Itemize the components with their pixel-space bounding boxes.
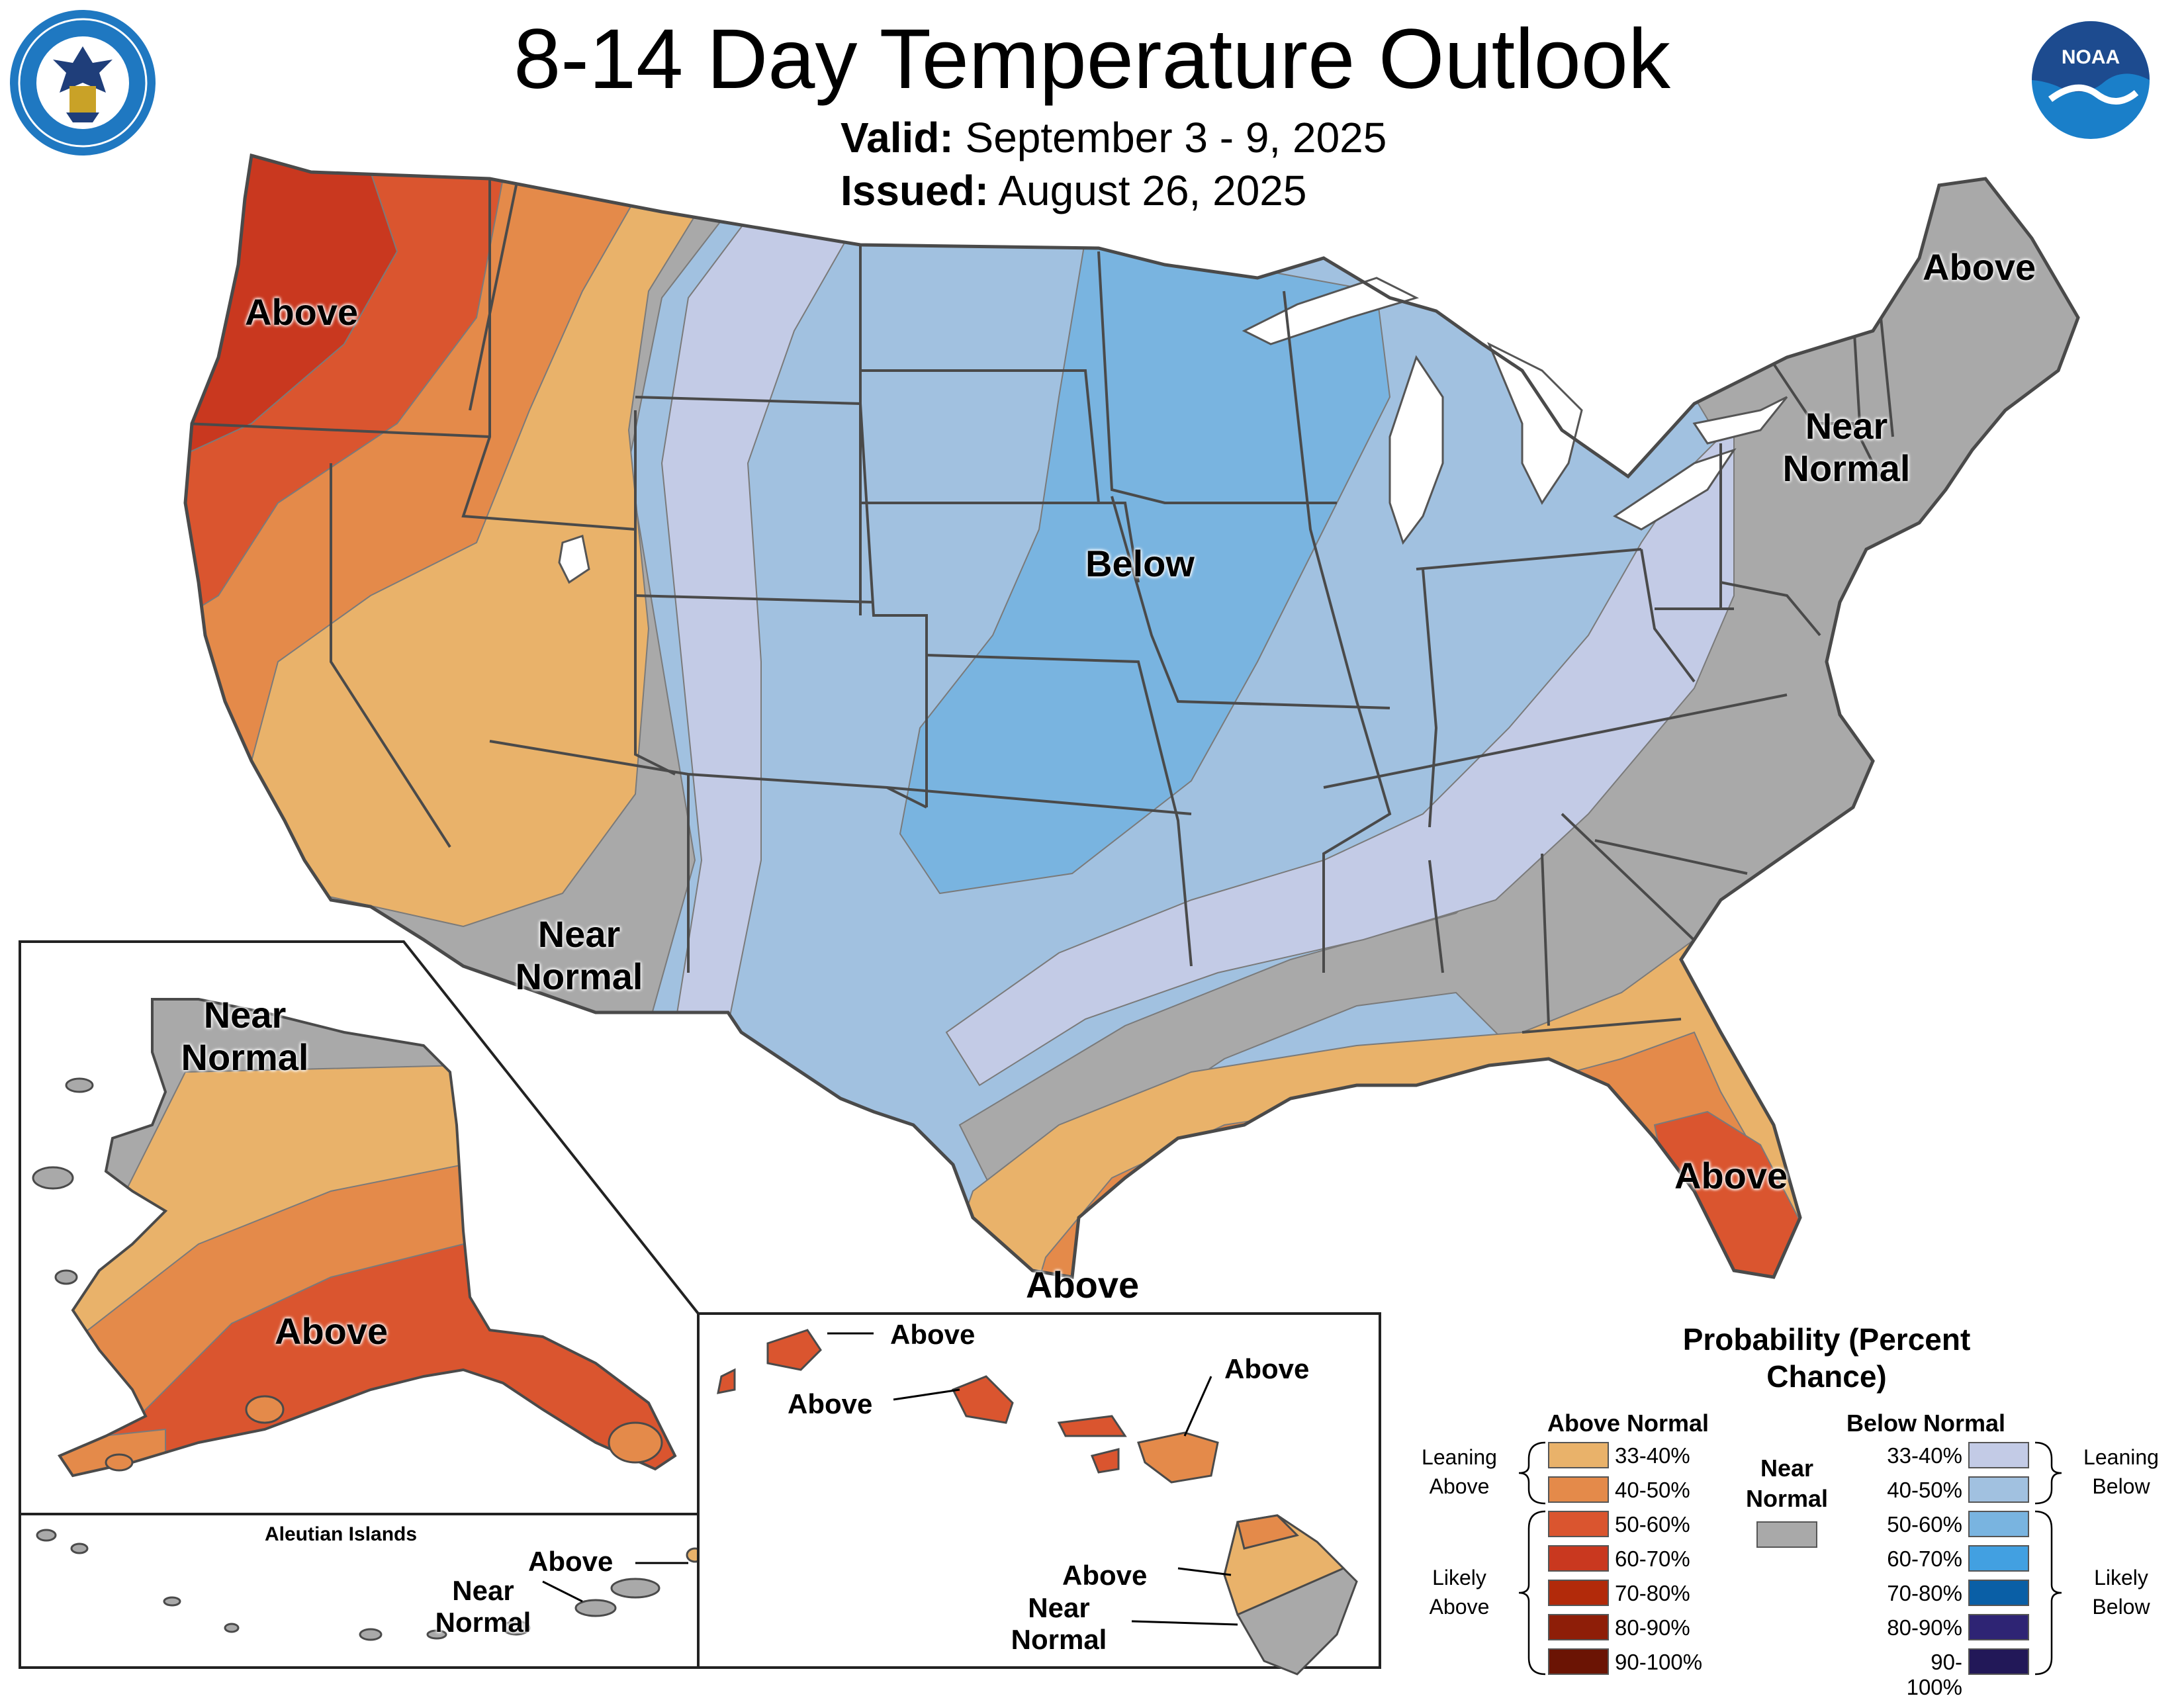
legend-leaning-below: Leaning Below	[2083, 1445, 2159, 1498]
legend-below-range-7: 90-100%	[1906, 1650, 1962, 1699]
legend-above-range-4: 60-70%	[1615, 1546, 1690, 1571]
legend-near-normal-label: Near Normal	[1745, 1454, 1829, 1512]
label-maui-above: Above	[1224, 1353, 1310, 1384]
legend-above-header: Above Normal	[1547, 1409, 1709, 1437]
legend-graphics	[1518, 1441, 2062, 1676]
issued-value: August 26, 2025	[998, 167, 1307, 214]
legend-below-range-4: 60-70%	[1887, 1546, 1962, 1571]
legend-above-range-2: 40-50%	[1615, 1478, 1690, 1502]
valid-value: September 3 - 9, 2025	[965, 114, 1387, 161]
issued-line: Issued: August 26, 2025	[841, 167, 1306, 214]
label-kauai-above: Above	[890, 1319, 976, 1350]
label-southwest-near-normal: Near Normal	[515, 913, 643, 998]
valid-line: Valid: September 3 - 9, 2025	[841, 114, 1387, 161]
label-aleutian-above: Above	[528, 1546, 614, 1577]
legend-below-range-1: 33-40%	[1887, 1443, 1962, 1468]
legend-likely-above: Likely Above	[1429, 1566, 1490, 1619]
label-oahu-above: Above	[788, 1388, 873, 1419]
label-northwest-above: Above	[245, 291, 359, 333]
label-maine-above: Above	[1923, 246, 2036, 288]
legend-above-range-1: 33-40%	[1615, 1443, 1690, 1468]
noaa-logo-icon: NOAA	[2032, 21, 2150, 139]
hawaii-inset	[542, 1312, 1381, 1676]
legend-below-header: Below Normal	[1846, 1409, 2006, 1437]
issued-label: Issued:	[841, 167, 989, 214]
label-big-island-above: Above	[1062, 1560, 1148, 1591]
valid-label: Valid:	[841, 114, 954, 161]
page-title: 8-14 Day Temperature Outlook	[514, 12, 1670, 107]
legend-above-range-5: 70-80%	[1615, 1581, 1690, 1605]
legend-below-range-5: 70-80%	[1887, 1581, 1962, 1605]
legend-above-range-6: 80-90%	[1615, 1615, 1690, 1640]
legend-leaning-above: Leaning Above	[1422, 1445, 1497, 1498]
label-aleutian-islands: Aleutian Islands	[265, 1523, 418, 1545]
label-central-below: Below	[1085, 543, 1195, 584]
legend-above-range-7: 90-100%	[1615, 1650, 1703, 1674]
label-northeast-near-normal: Near Normal	[1782, 405, 1911, 490]
label-alaska-near-normal: Near Normal	[181, 994, 309, 1079]
noaa-text: NOAA	[2062, 46, 2120, 68]
label-big-island-near-normal: Near Normal	[1011, 1592, 1107, 1656]
label-florida-above: Above	[1674, 1155, 1788, 1196]
label-aleutian-near-normal: Near Normal	[435, 1575, 531, 1638]
legend-below-range-6: 80-90%	[1887, 1615, 1962, 1640]
label-texas-above: Above	[1026, 1264, 1140, 1306]
legend-below-range-3: 50-60%	[1887, 1512, 1962, 1537]
legend-below-range-2: 40-50%	[1887, 1478, 1962, 1502]
legend-likely-below: Likely Below	[2092, 1566, 2150, 1619]
label-alaska-above: Above	[275, 1310, 388, 1352]
legend-above-range-3: 50-60%	[1615, 1512, 1690, 1537]
department-of-commerce-seal-icon	[10, 10, 156, 156]
legend-title: Probability (Percent Chance)	[1682, 1322, 1971, 1394]
alaska-inset	[19, 940, 704, 1669]
